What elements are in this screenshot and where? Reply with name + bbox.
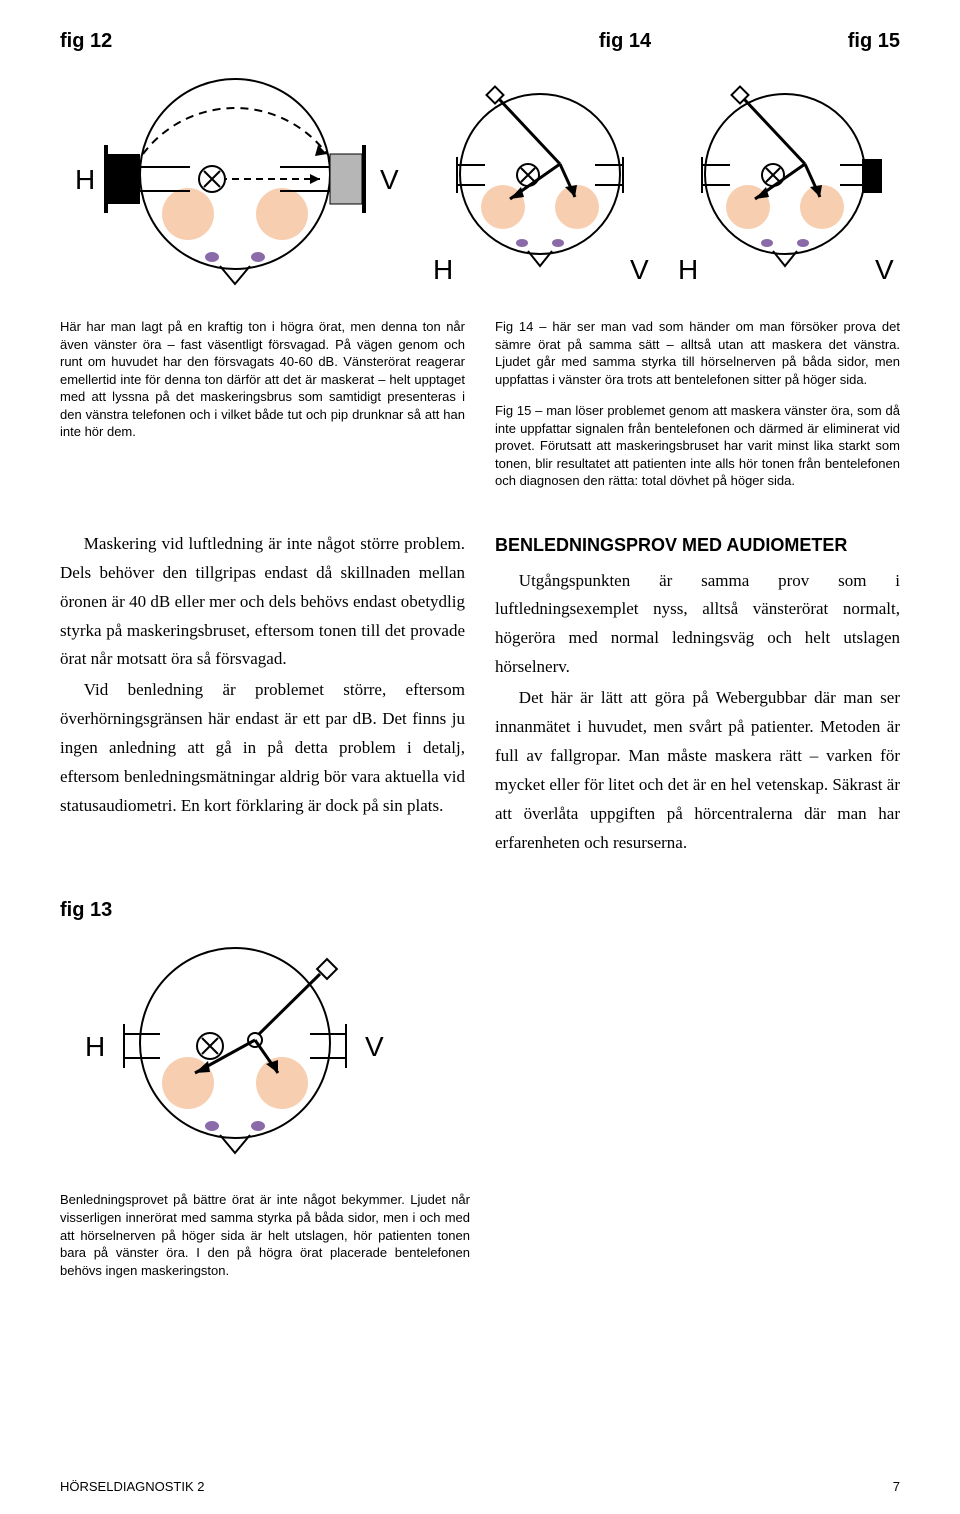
caption-right-p2: Fig 15 – man löser problemet genom att m… bbox=[495, 402, 900, 490]
body-left-p1: Maskering vid luftledning är inte något … bbox=[60, 530, 465, 674]
section-heading: BENLEDNINGSPROV MED AUDIOMETER bbox=[495, 530, 900, 561]
body-left: Maskering vid luftledning är inte något … bbox=[60, 530, 465, 860]
fig15-diagram: H V bbox=[670, 59, 900, 294]
svg-text:V: V bbox=[875, 254, 894, 285]
svg-text:H: H bbox=[433, 254, 453, 285]
footer-left: HÖRSELDIAGNOSTIK 2 bbox=[60, 1479, 204, 1494]
fig13-section: fig 13 H V Benledningsprovet på bättre ö… bbox=[60, 899, 900, 1279]
caption-right: Fig 14 – här ser man vad som händer om m… bbox=[495, 318, 900, 490]
body-right-p1: Utgångspunkten är samma prov som i luftl… bbox=[495, 567, 900, 683]
svg-text:V: V bbox=[380, 164, 399, 195]
figure-labels-row: fig 12 fig 14 fig 15 bbox=[60, 30, 900, 53]
svg-text:H: H bbox=[85, 1031, 105, 1062]
body-columns: Maskering vid luftledning är inte något … bbox=[60, 530, 900, 860]
body-right: BENLEDNINGSPROV MED AUDIOMETER Utgångspu… bbox=[495, 530, 900, 860]
svg-text:H: H bbox=[75, 164, 95, 195]
caption-left: Här har man lagt på en kraftig ton i hög… bbox=[60, 318, 465, 490]
fig13-diagram: H V bbox=[60, 928, 410, 1158]
diagram-row-top: H V bbox=[60, 59, 900, 294]
svg-text:H: H bbox=[678, 254, 698, 285]
caption-columns: Här har man lagt på en kraftig ton i hög… bbox=[60, 318, 900, 490]
svg-text:V: V bbox=[630, 254, 649, 285]
footer-right: 7 bbox=[893, 1479, 900, 1494]
fig14-diagram: H V bbox=[425, 59, 655, 294]
fig15-label: fig 15 bbox=[848, 30, 900, 53]
fig12-label: fig 12 bbox=[60, 30, 112, 53]
page-footer: HÖRSELDIAGNOSTIK 2 7 bbox=[60, 1479, 900, 1494]
fig12-diagram: H V bbox=[60, 59, 410, 294]
caption-right-p1: Fig 14 – här ser man vad som händer om m… bbox=[495, 318, 900, 388]
fig14-label: fig 14 bbox=[599, 30, 651, 53]
body-left-p2: Vid benledning är problemet större, efte… bbox=[60, 676, 465, 820]
body-right-p2: Det här är lätt att göra på Webergubbar … bbox=[495, 684, 900, 857]
caption-fig13: Benledningsprovet på bättre örat är inte… bbox=[60, 1191, 470, 1279]
svg-text:V: V bbox=[365, 1031, 384, 1062]
fig13-label: fig 13 bbox=[60, 899, 900, 922]
